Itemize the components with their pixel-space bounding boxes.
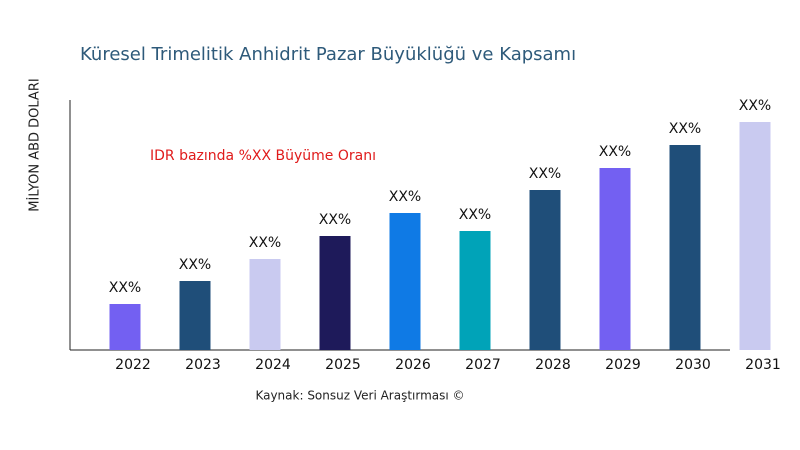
value-label: XX% bbox=[319, 212, 351, 228]
annotation: IDR bazında %XX Büyüme Oranı bbox=[150, 148, 376, 164]
value-label: XX% bbox=[529, 166, 561, 182]
x-tick-label: 2030 bbox=[675, 357, 711, 373]
bar bbox=[529, 190, 561, 350]
x-tick-label: 2022 bbox=[115, 357, 151, 373]
source: Kaynak: Sonsuz Veri Araştırması © bbox=[255, 389, 464, 403]
value-label: XX% bbox=[739, 98, 771, 114]
bar bbox=[459, 231, 491, 350]
x-tick-label: 2026 bbox=[395, 357, 431, 373]
x-tick-label: 2024 bbox=[255, 357, 291, 373]
x-tick-label: 2025 bbox=[325, 357, 361, 373]
chart-title: Küresel Trimelitik Anhidrit Pazar Büyükl… bbox=[80, 44, 576, 65]
x-tick-label: 2027 bbox=[465, 357, 501, 373]
x-tick-label: 2028 bbox=[535, 357, 571, 373]
bar bbox=[599, 168, 631, 350]
bar bbox=[179, 281, 211, 350]
value-label: XX% bbox=[179, 257, 211, 273]
value-label: XX% bbox=[389, 189, 421, 205]
x-tick-label: 2029 bbox=[605, 357, 641, 373]
bar bbox=[389, 213, 421, 350]
bar bbox=[669, 145, 701, 350]
x-tick-label: 2031 bbox=[745, 357, 781, 373]
value-label: XX% bbox=[599, 144, 631, 160]
value-label: XX% bbox=[249, 235, 281, 251]
x-tick-label: 2023 bbox=[185, 357, 221, 373]
y-axis-label: MİLYON ABD DOLARI bbox=[27, 78, 43, 211]
bar bbox=[109, 304, 141, 350]
bar bbox=[319, 236, 351, 350]
value-label: XX% bbox=[459, 207, 491, 223]
value-label: XX% bbox=[669, 121, 701, 137]
value-label: XX% bbox=[109, 280, 141, 296]
bar bbox=[249, 259, 281, 350]
bar bbox=[739, 122, 771, 350]
